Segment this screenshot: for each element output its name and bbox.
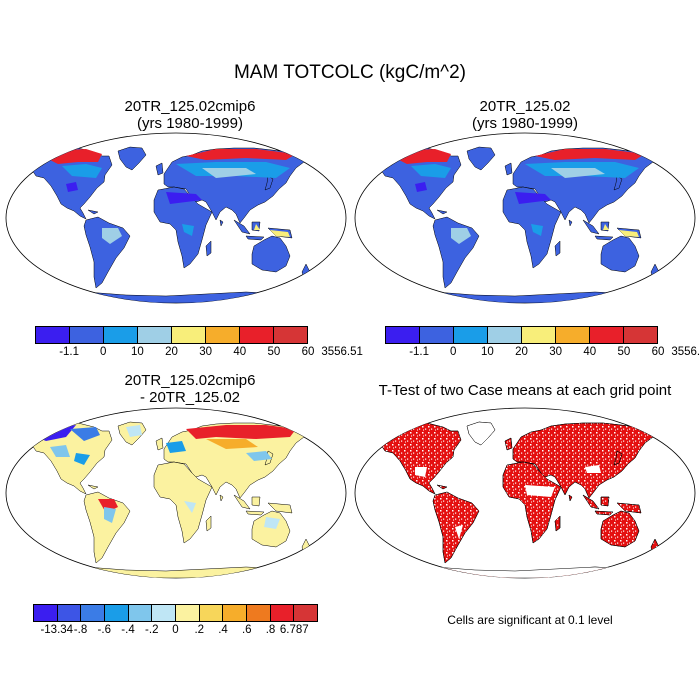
colorbar-3-swatch-4	[128, 605, 153, 621]
colorbar-2-swatch-2	[454, 327, 488, 343]
significance-note: Cells are significant at 0.1 level	[447, 613, 613, 627]
panel-3-title: 20TR_125.02cmip6 - 20TR_125.02	[20, 372, 360, 406]
difference-values	[36, 425, 296, 529]
colorbar-2-tick-label: 40	[583, 346, 597, 358]
colorbar-3-swatch-9	[247, 605, 271, 621]
colorbar-3-tick-label: -.4	[121, 624, 135, 636]
colorbar-3-tick-label: .4	[218, 624, 228, 636]
colorbar-3-swatch-8	[223, 605, 248, 621]
colorbar-2-swatch-0	[386, 327, 420, 343]
colorbar-panel-1-ticks: -1.1 0 10 20 30 40 50 60 3556.51	[35, 346, 363, 362]
colorbar-3-swatch-5	[152, 605, 177, 621]
colorbar-3-swatch-3	[105, 605, 129, 621]
colorbar-panel-1	[35, 326, 308, 344]
colorbar-1-tick-label: 60	[301, 346, 315, 358]
panel-2-title-line1: 20TR_125.02	[479, 98, 571, 115]
colorbar-2-swatch-4	[522, 327, 556, 343]
colorbar-1-tick-label: 3556.51	[321, 346, 363, 358]
colorbar-panel-2-ticks: -1.1 0 10 20 30 40 50 60 3556.51	[385, 346, 700, 362]
colorbar-3-swatch-0	[34, 605, 58, 621]
panel-4-title-line1: T-Test of two Case means at each grid po…	[378, 382, 672, 399]
colorbar-3-tick-label: .6	[241, 624, 252, 636]
tropical-values	[415, 182, 639, 244]
tropical-values	[66, 182, 290, 244]
colorbar-3-swatch-1	[57, 605, 82, 621]
colorbar-1-swatch-5	[206, 327, 240, 343]
colorbar-2-tick-label: 0	[450, 346, 457, 358]
colorbar-3-tick-label: -13.34	[40, 624, 74, 636]
colorbar-1-swatch-4	[172, 327, 206, 343]
colorbar-1-tick-label: 10	[130, 346, 144, 358]
panel-1-title: 20TR_125.02cmip6 (yrs 1980-1999)	[20, 98, 360, 132]
colorbar-3-tick-label: 6.787	[279, 624, 309, 636]
colorbar-1-swatch-3	[138, 327, 172, 343]
colorbar-3-tick-label: -.8	[73, 624, 88, 636]
colorbar-2-tick-label: 50	[617, 346, 631, 358]
colorbar-3-swatch-6	[176, 605, 200, 621]
colorbar-3-tick-label: -.2	[145, 624, 159, 636]
colorbar-panel-3-ticks: -13.34 -.8 -.6 -.4 -.2 0 .2 .4 .6 .8 6.787	[33, 624, 318, 640]
colorbar-2-tick-label: 60	[651, 346, 665, 358]
colorbar-2-swatch-1	[420, 327, 454, 343]
colorbar-2-swatch-5	[556, 327, 590, 343]
panel-2-title-line2: (yrs 1980-1999)	[472, 115, 578, 132]
colorbar-2-tick-label: 3556.51	[671, 346, 700, 358]
colorbar-2-tick-label: 30	[549, 346, 563, 358]
colorbar-3-tick-label: 0	[172, 624, 179, 636]
panel-1-title-line1: 20TR_125.02cmip6	[124, 98, 256, 115]
map-panel-2	[354, 132, 696, 304]
colorbar-2-swatch-3	[488, 327, 522, 343]
colorbar-1-swatch-7	[274, 327, 307, 343]
colorbar-3-swatch-2	[81, 605, 106, 621]
colorbar-1-tick-label: 30	[199, 346, 213, 358]
colorbar-3-swatch-7	[199, 605, 224, 621]
colorbar-3-tick-label: -.6	[97, 624, 111, 636]
colorbar-panel-3	[33, 604, 318, 622]
colorbar-2-tick-label: -1.1	[409, 346, 430, 358]
panel-3-title-line2: - 20TR_125.02	[139, 389, 241, 406]
colorbar-1-swatch-6	[240, 327, 274, 343]
map-panel-1	[5, 132, 347, 304]
colorbar-3-swatch-10	[270, 605, 295, 621]
colorbar-1-tick-label: 40	[233, 346, 247, 358]
colorbar-2-swatch-6	[590, 327, 624, 343]
colorbar-3-tick-label: .8	[265, 624, 276, 636]
colorbar-1-tick-label: 20	[165, 346, 178, 358]
panel-3-title-line1: 20TR_125.02cmip6	[124, 372, 256, 389]
colorbar-2-tick-label: 20	[515, 346, 528, 358]
colorbar-1-swatch-2	[104, 327, 138, 343]
map-panel-3	[5, 407, 347, 579]
colorbar-2-tick-label: 10	[480, 346, 494, 358]
high-latitude-values	[46, 149, 296, 178]
colorbar-1-tick-label: -1.1	[59, 346, 80, 358]
figure-title: MAM TOTCOLC (kgC/m^2)	[233, 62, 466, 83]
colorbar-3-swatch-11	[294, 605, 318, 621]
colorbar-panel-2	[385, 326, 658, 344]
panel-4-title: T-Test of two Case means at each grid po…	[355, 382, 695, 399]
colorbar-3-tick-label: .2	[194, 624, 205, 636]
colorbar-1-tick-label: 50	[267, 346, 281, 358]
panel-2-title: 20TR_125.02 (yrs 1980-1999)	[355, 98, 695, 132]
colorbar-1-tick-label: 0	[100, 346, 107, 358]
panel-1-title-line2: (yrs 1980-1999)	[137, 115, 243, 132]
colorbar-1-swatch-0	[36, 327, 70, 343]
colorbar-1-swatch-1	[70, 327, 104, 343]
colorbar-2-swatch-7	[624, 327, 657, 343]
map-panel-4	[354, 407, 696, 579]
